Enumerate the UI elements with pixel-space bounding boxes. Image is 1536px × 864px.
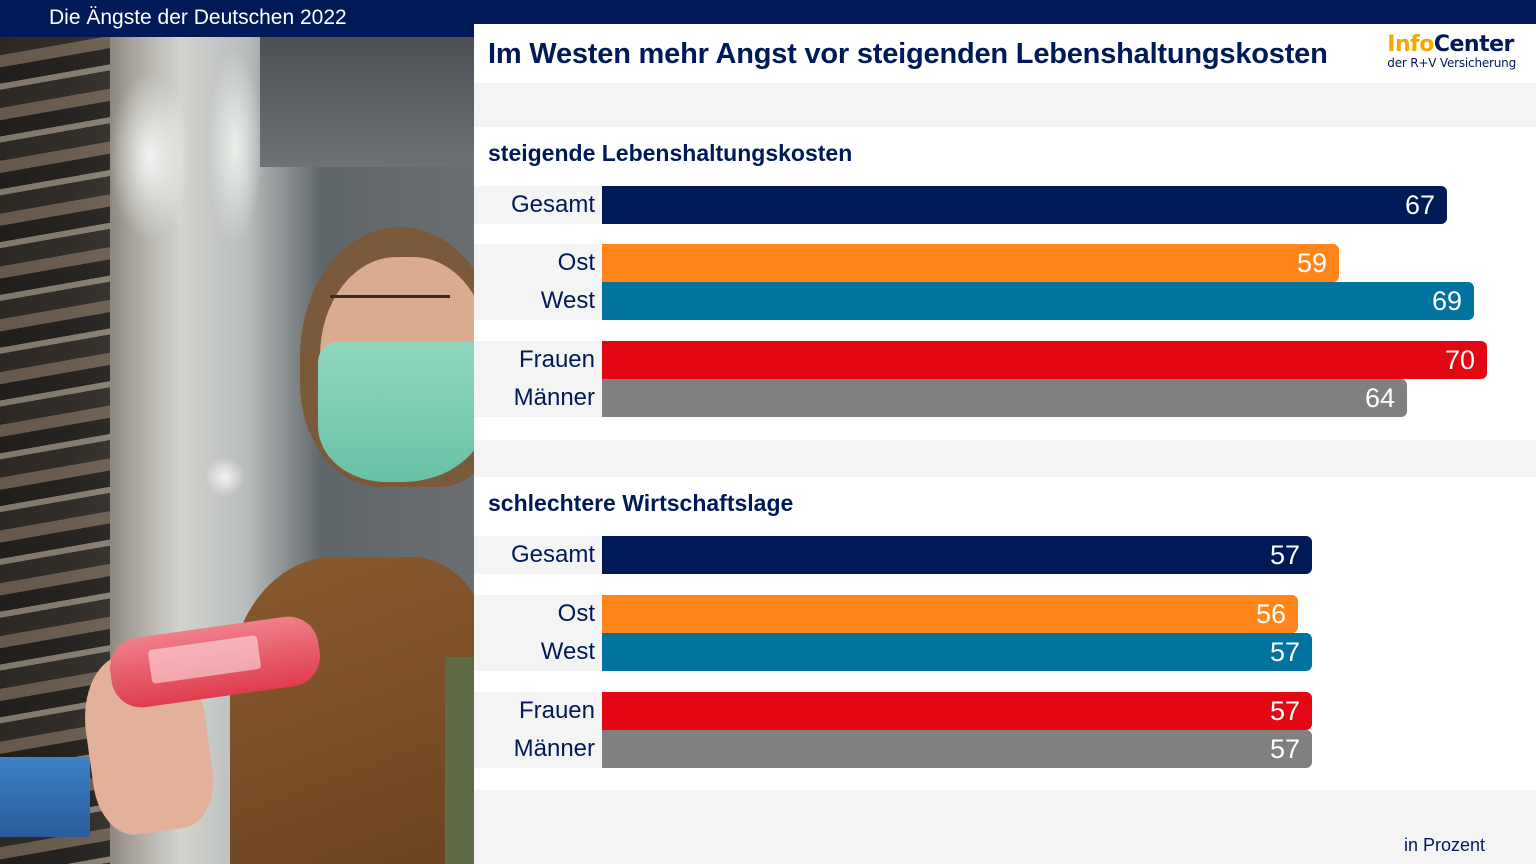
bar-value: 69 — [1431, 286, 1462, 316]
bar-row-gesamt: Gesamt 57 — [474, 536, 1536, 574]
footer-band — [474, 790, 1536, 864]
bar-row-ost: Ost 59 — [474, 244, 1536, 282]
bar-ost: 56 — [602, 595, 1298, 633]
series-title-band: Die Ängste der Deutschen 2022 — [0, 0, 474, 37]
bar-maenner: 64 — [602, 379, 1407, 417]
bar-value: 59 — [1296, 248, 1327, 278]
bar-gesamt: 57 — [602, 536, 1312, 574]
bar-value: 57 — [1269, 696, 1300, 726]
bar-row-gesamt: Gesamt 67 — [474, 186, 1536, 224]
section-title-economic-situation: schlechtere Wirtschaftslage — [488, 490, 794, 516]
bar-row-maenner: Männer 64 — [474, 379, 1536, 417]
main-title: Im Westen mehr Angst vor steigenden Lebe… — [488, 38, 1328, 70]
bar-maenner: 57 — [602, 730, 1312, 768]
bar-row-frauen: Frauen 70 — [474, 341, 1536, 379]
separator-band — [474, 83, 1536, 127]
bar-value: 56 — [1255, 599, 1286, 629]
bar-row-ost: Ost 56 — [474, 595, 1536, 633]
bar-frauen: 57 — [602, 692, 1312, 730]
bar-label: Frauen — [474, 341, 602, 379]
bar-value: 64 — [1364, 383, 1395, 413]
bar-label: West — [474, 633, 602, 671]
bar-row-maenner: Männer 57 — [474, 730, 1536, 768]
bar-row-west: West 69 — [474, 282, 1536, 320]
bar-label: Gesamt — [474, 536, 602, 574]
bar-label: Gesamt — [474, 186, 602, 224]
bar-ost: 59 — [602, 244, 1339, 282]
bar-value: 57 — [1269, 540, 1300, 570]
bar-row-west: West 57 — [474, 633, 1536, 671]
logo-subtitle: der R+V Versicherung — [1387, 56, 1516, 70]
bar-value: 57 — [1269, 637, 1300, 667]
unit-footnote: in Prozent — [1403, 835, 1485, 855]
logo-brand-center: Center — [1433, 32, 1515, 57]
chart-panel: Im Westen mehr Angst vor steigenden Lebe… — [474, 24, 1536, 864]
bar-frauen: 70 — [602, 341, 1487, 379]
section-title-cost-of-living: steigende Lebenshaltungskosten — [488, 140, 853, 166]
bar-value: 70 — [1444, 345, 1475, 375]
infocenter-logo: InfoCenter der R+V Versicherung — [1387, 33, 1516, 70]
logo-brand-info: Info — [1387, 32, 1434, 57]
photo-woman-with-mask-shopping — [0, 37, 474, 864]
bar-value: 57 — [1269, 734, 1300, 764]
bar-gesamt: 67 — [602, 186, 1447, 224]
bar-value: 67 — [1404, 190, 1435, 220]
bar-label: Ost — [474, 595, 602, 633]
bar-label: West — [474, 282, 602, 320]
bar-west: 57 — [602, 633, 1312, 671]
bar-row-frauen: Frauen 57 — [474, 692, 1536, 730]
series-title: Die Ängste der Deutschen 2022 — [49, 6, 347, 29]
separator-band — [474, 440, 1536, 477]
bar-label: Männer — [474, 730, 602, 768]
bar-label: Männer — [474, 379, 602, 417]
bar-label: Ost — [474, 244, 602, 282]
bar-label: Frauen — [474, 692, 602, 730]
bar-west: 69 — [602, 282, 1474, 320]
